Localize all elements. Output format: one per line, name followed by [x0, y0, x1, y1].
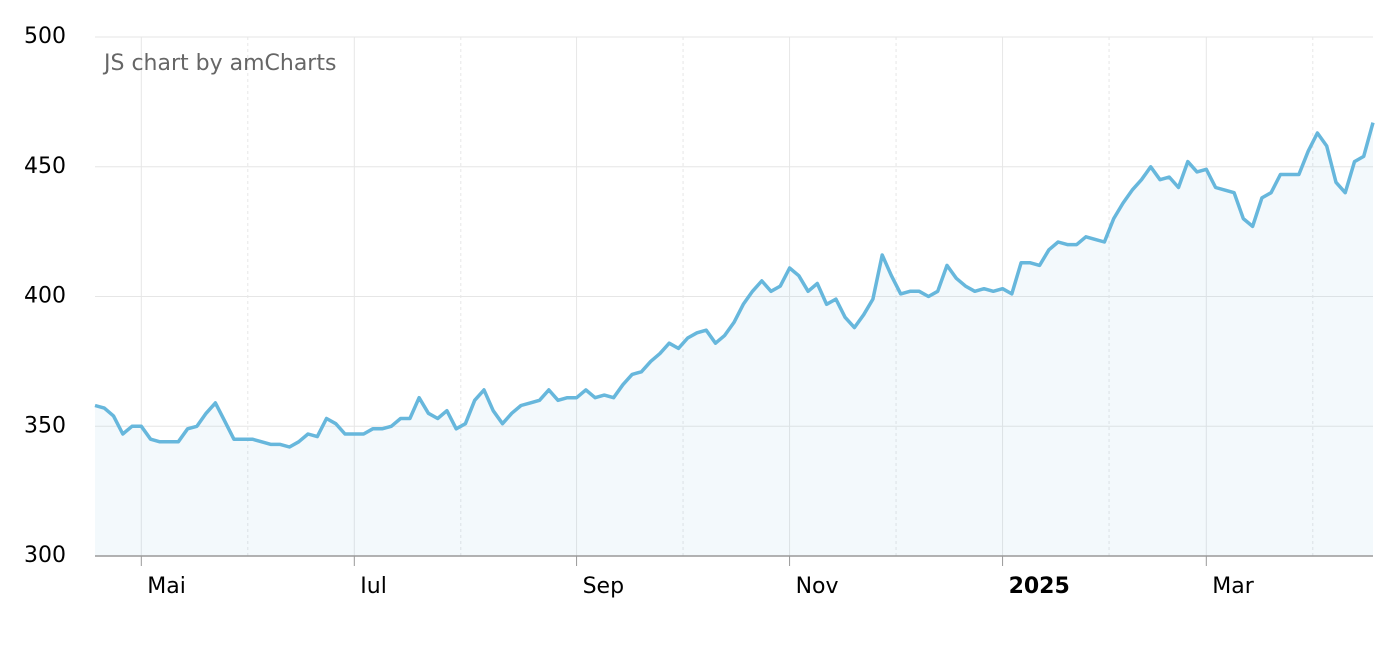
area-fill	[95, 122, 1373, 556]
y-tick-label: 350	[24, 413, 66, 438]
x-tick-label: Iul	[360, 574, 387, 599]
x-tick-label: Sep	[583, 574, 624, 599]
y-tick-label: 400	[24, 284, 66, 309]
x-tick-label: 2025	[1009, 574, 1070, 599]
x-tick-label: Mar	[1212, 574, 1254, 599]
x-tick-label: Mai	[147, 574, 186, 599]
price-line	[94, 122, 1375, 449]
x-tick-label: Nov	[796, 574, 839, 599]
y-tick-label: 300	[24, 543, 66, 568]
y-tick-label: 500	[24, 24, 66, 49]
y-tick-label: 450	[24, 154, 66, 179]
credit-annotation: JS chart by amCharts	[102, 51, 336, 76]
